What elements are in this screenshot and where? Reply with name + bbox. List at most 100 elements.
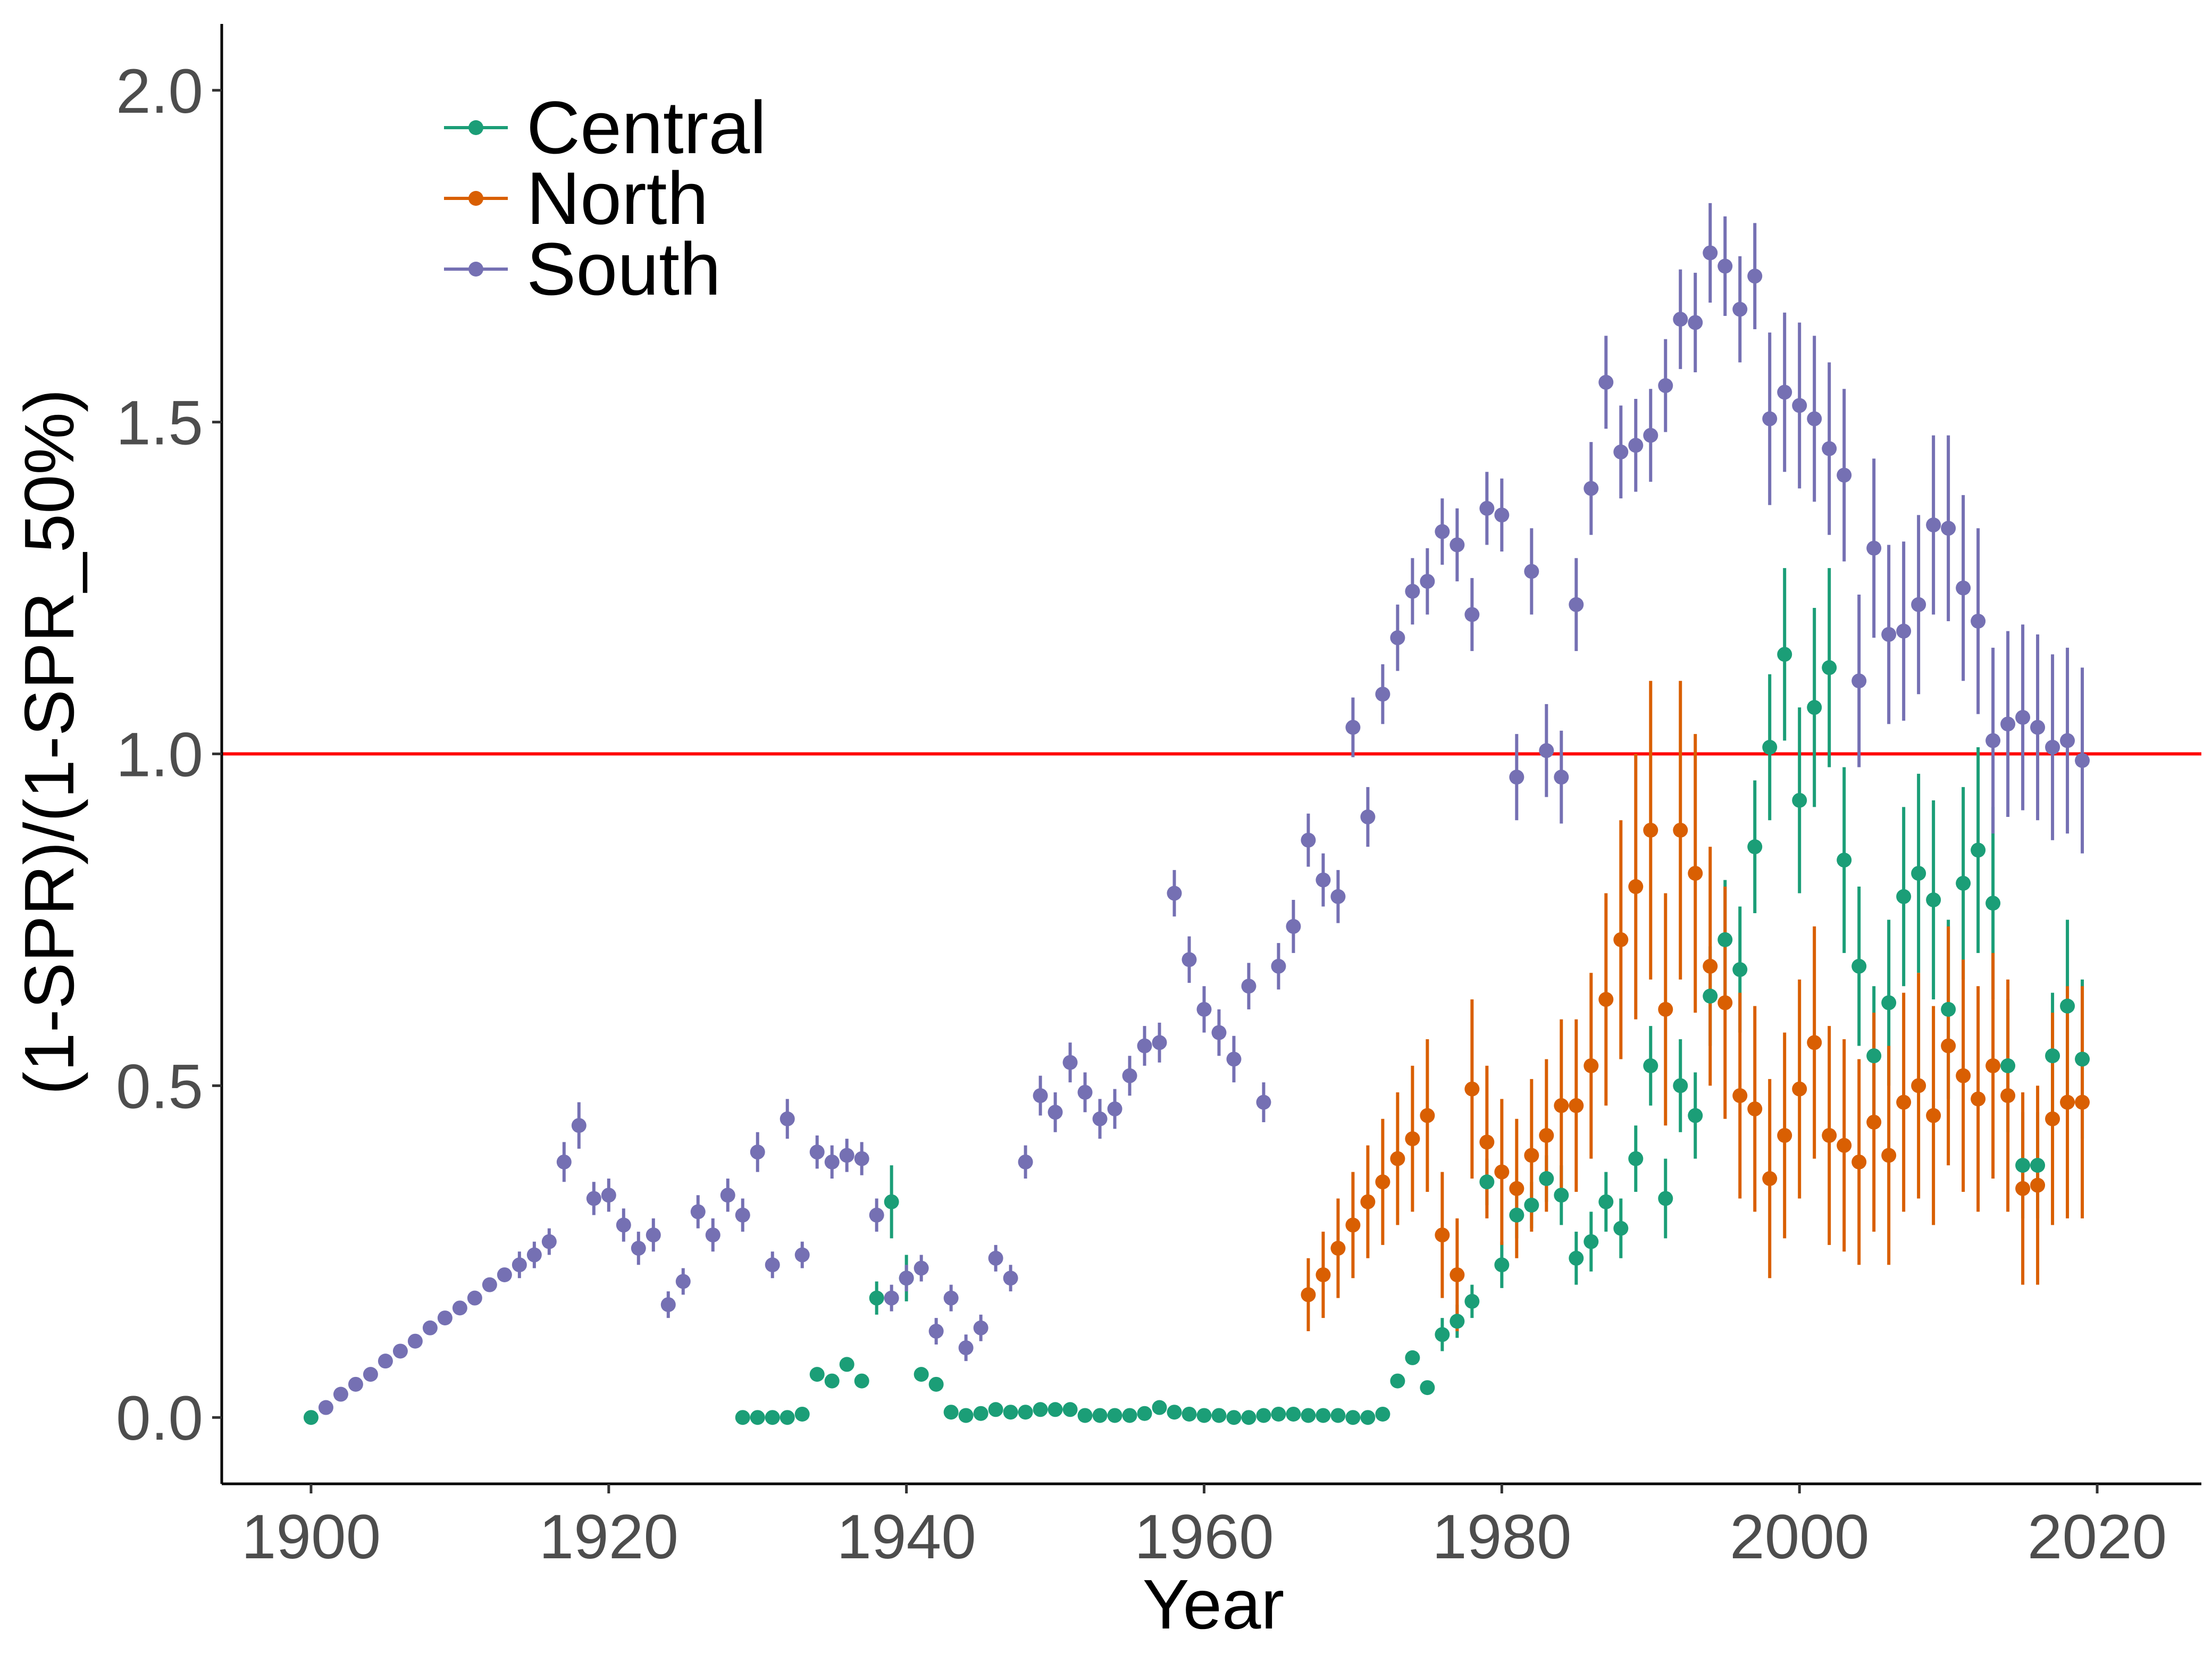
data-points-layer xyxy=(303,245,2090,1425)
south-point xyxy=(943,1290,959,1306)
central-point xyxy=(1524,1197,1539,1213)
south-point xyxy=(839,1148,854,1163)
north-point xyxy=(1390,1151,1405,1166)
south-point xyxy=(2060,733,2075,748)
central-point xyxy=(1062,1402,1078,1417)
north-point xyxy=(1703,958,1718,974)
south-point xyxy=(1926,517,1941,533)
central-point xyxy=(988,1402,1003,1417)
central-point xyxy=(1271,1406,1286,1422)
north-point xyxy=(1673,822,1688,838)
central-point xyxy=(1316,1408,1331,1423)
north-point xyxy=(1435,1227,1450,1243)
south-point xyxy=(541,1234,557,1249)
north-point xyxy=(1539,1128,1554,1143)
central-point xyxy=(1092,1408,1108,1423)
central-point xyxy=(1792,792,1807,808)
south-point xyxy=(1703,245,1718,261)
south-point xyxy=(1837,467,1852,483)
central-point xyxy=(1286,1406,1301,1422)
north-point xyxy=(1926,1108,1941,1123)
south-point xyxy=(646,1227,661,1243)
central-point xyxy=(1807,700,1822,715)
central-point xyxy=(1003,1405,1018,1420)
central-point xyxy=(1241,1410,1256,1425)
x-axis-title: Year xyxy=(1143,1565,1285,1643)
north-point xyxy=(1896,1095,1912,1110)
central-point xyxy=(1911,866,1926,881)
central-point xyxy=(1211,1408,1227,1423)
south-point xyxy=(1271,958,1286,974)
south-point xyxy=(378,1354,393,1369)
legend-swatch-dot xyxy=(468,262,483,277)
legend-swatch-dot xyxy=(468,191,483,206)
x-tick-label: 1900 xyxy=(241,1502,381,1572)
south-point xyxy=(735,1207,750,1223)
south-point xyxy=(1613,444,1629,460)
south-point xyxy=(1732,302,1748,317)
central-point xyxy=(1985,896,2001,911)
south-point xyxy=(1330,889,1346,904)
north-point xyxy=(1316,1267,1331,1282)
x-tick-label: 1920 xyxy=(539,1502,679,1572)
south-point xyxy=(497,1267,512,1282)
central-point xyxy=(1301,1408,1316,1423)
legend-swatch-dot xyxy=(468,120,483,135)
south-point xyxy=(1866,540,1882,556)
legend-label: North xyxy=(526,156,708,240)
legend-label: South xyxy=(526,227,721,311)
central-point xyxy=(2030,1158,2046,1173)
south-point xyxy=(1033,1088,1048,1104)
north-point xyxy=(1911,1078,1926,1093)
central-point xyxy=(1152,1400,1167,1415)
north-point xyxy=(1345,1217,1361,1233)
x-tick-label: 1980 xyxy=(1432,1502,1572,1572)
south-point xyxy=(750,1145,765,1160)
central-point xyxy=(1941,1001,1956,1017)
south-point xyxy=(2045,740,2060,755)
central-point xyxy=(1956,875,1971,891)
central-point xyxy=(1762,740,1778,755)
south-point xyxy=(1256,1095,1271,1110)
south-point xyxy=(1077,1084,1093,1100)
south-point xyxy=(1777,385,1792,400)
south-point xyxy=(1464,607,1480,622)
south-point xyxy=(1018,1154,1033,1170)
central-point xyxy=(1747,839,1763,855)
north-point xyxy=(1449,1267,1465,1282)
north-point xyxy=(1375,1174,1390,1190)
south-point xyxy=(437,1310,453,1326)
north-point xyxy=(1569,1098,1584,1113)
central-point xyxy=(1717,932,1733,947)
south-point xyxy=(1762,411,1778,427)
legend-label: Central xyxy=(526,86,766,169)
south-point xyxy=(854,1151,869,1166)
central-point xyxy=(1583,1234,1599,1249)
south-point xyxy=(601,1188,616,1203)
central-point xyxy=(869,1290,884,1306)
central-point xyxy=(1866,1048,1882,1064)
x-tick-label: 1940 xyxy=(836,1502,976,1572)
south-point xyxy=(1747,269,1763,284)
south-point xyxy=(1688,315,1703,330)
north-point xyxy=(1807,1035,1822,1050)
central-point xyxy=(2000,1058,2016,1073)
central-point xyxy=(958,1408,974,1423)
central-point xyxy=(1196,1408,1212,1423)
south-point xyxy=(958,1340,974,1356)
north-point xyxy=(2045,1111,2060,1126)
central-point xyxy=(809,1367,825,1382)
south-point xyxy=(1301,832,1316,848)
south-point xyxy=(1851,673,1867,689)
central-point xyxy=(884,1194,899,1209)
south-point xyxy=(1643,428,1658,443)
south-point xyxy=(2015,709,2031,725)
central-point xyxy=(1896,889,1912,904)
central-point xyxy=(2075,1051,2090,1067)
central-point xyxy=(1688,1108,1703,1123)
north-point xyxy=(1509,1181,1524,1196)
south-point xyxy=(1569,597,1584,612)
south-point xyxy=(1390,630,1405,646)
south-point xyxy=(1583,481,1599,496)
central-point xyxy=(973,1406,988,1421)
